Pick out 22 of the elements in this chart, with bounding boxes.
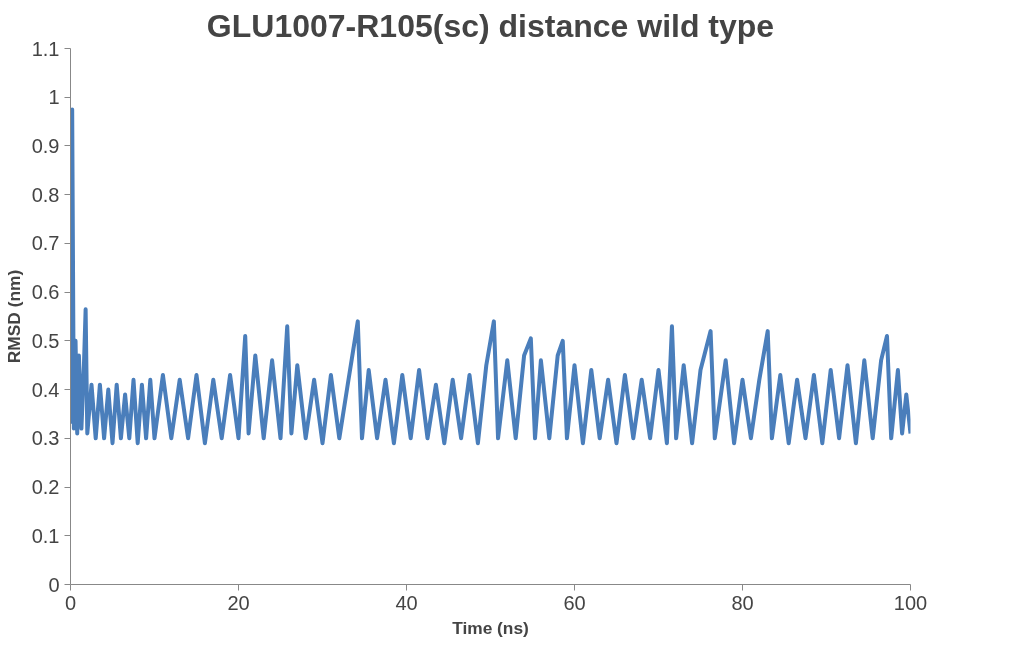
y-tick-label: 0.5: [31, 329, 60, 352]
y-tick-label: 0.4: [31, 378, 60, 401]
y-tick-label: 0.1: [31, 524, 60, 547]
y-axis-title: RMSD (nm): [3, 269, 24, 364]
x-tick-label: 40: [395, 591, 418, 614]
x-tick-label: 80: [731, 591, 754, 614]
chart-title: GLU1007-R105(sc) distance wild type: [206, 7, 775, 44]
y-tick-label: 1: [48, 86, 60, 109]
y-tick-label: 0.9: [31, 134, 60, 157]
x-tick-label: 60: [563, 591, 586, 614]
y-tick-label: 0.7: [31, 232, 60, 255]
x-tick-label: 20: [227, 591, 250, 614]
x-axis-title: Time (ns): [452, 617, 529, 638]
x-tick-label: 0: [64, 591, 77, 614]
line-series: [70, 107, 911, 446]
y-tick-label: 0.3: [31, 427, 60, 450]
x-tick-label: 100: [893, 591, 928, 614]
y-tick-label: 0.2: [31, 476, 60, 499]
y-tick-label: 0.8: [31, 183, 60, 206]
y-tick-label: 1.1: [31, 37, 60, 60]
y-tick-label: 0.6: [31, 281, 60, 304]
y-tick-label: 0: [48, 573, 60, 596]
